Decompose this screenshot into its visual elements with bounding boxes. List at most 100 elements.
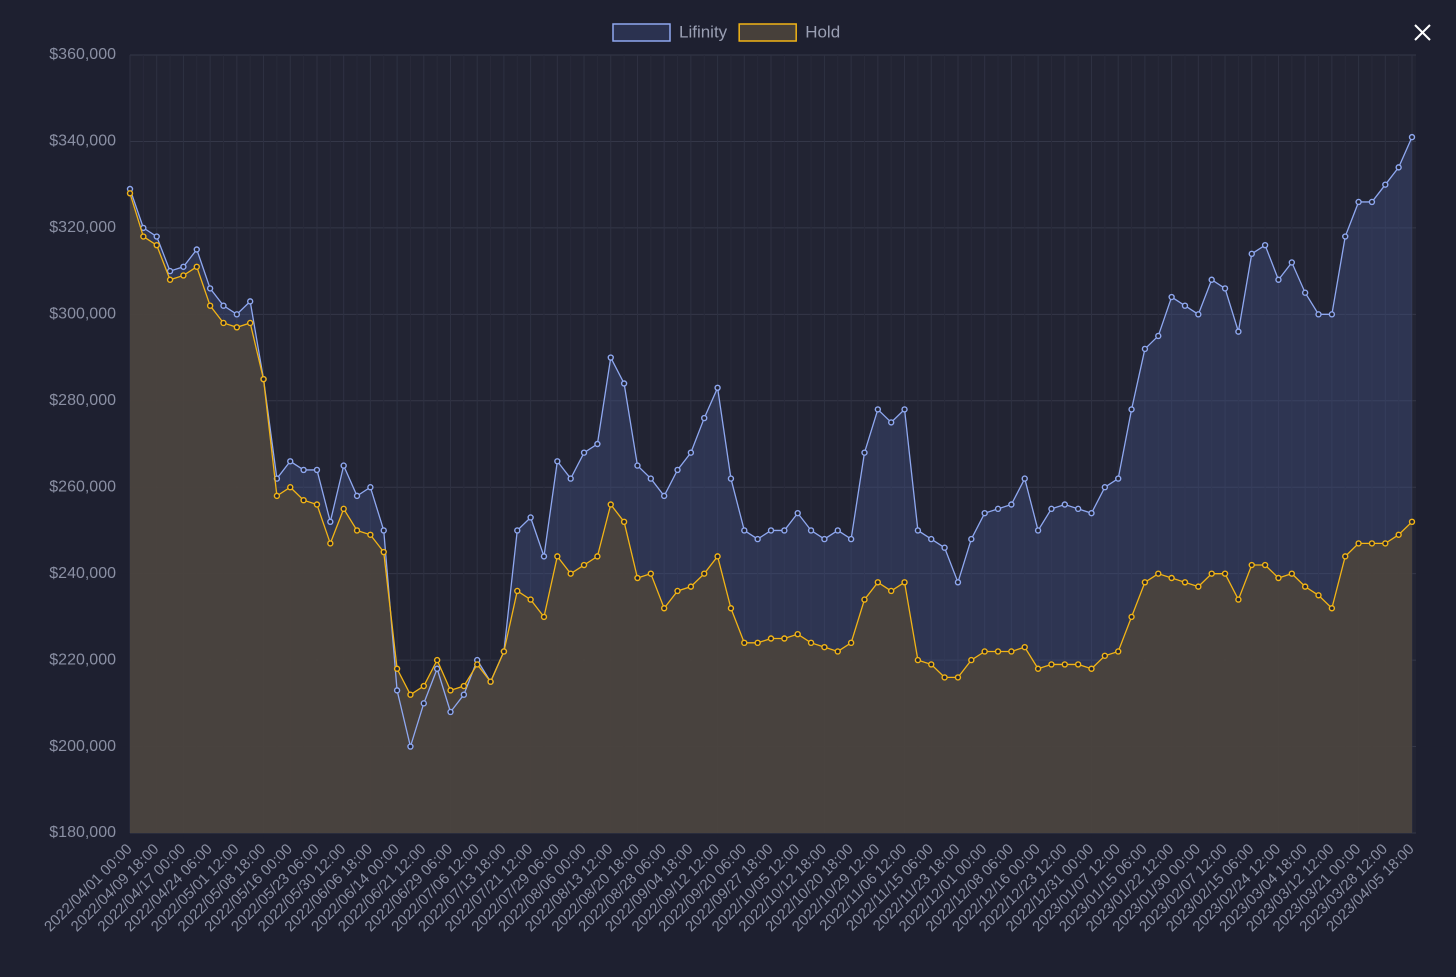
point <box>607 501 614 508</box>
point <box>340 505 347 513</box>
point <box>1141 345 1149 353</box>
point <box>1195 583 1202 590</box>
point <box>393 665 401 672</box>
point <box>887 419 895 426</box>
point <box>834 527 841 534</box>
point <box>874 579 882 586</box>
point <box>567 570 574 577</box>
point <box>634 462 641 469</box>
point <box>1368 540 1376 547</box>
point <box>233 324 241 331</box>
point <box>1208 276 1215 283</box>
area <box>130 193 1412 834</box>
point <box>487 678 494 685</box>
point <box>701 570 708 577</box>
point <box>1034 527 1042 534</box>
point <box>1048 505 1055 513</box>
point <box>353 527 361 534</box>
point <box>1048 661 1055 668</box>
point <box>527 596 534 603</box>
close-button[interactable] <box>1414 24 1431 41</box>
point <box>714 553 721 560</box>
point <box>287 484 294 491</box>
area <box>130 137 1412 834</box>
point <box>420 700 427 707</box>
y-tick-label: $220,000 <box>49 651 116 668</box>
y-tick-label: $260,000 <box>49 478 116 495</box>
point <box>407 743 414 750</box>
point <box>647 475 655 482</box>
point <box>1061 501 1068 508</box>
point <box>1021 475 1028 482</box>
point <box>474 661 481 668</box>
point <box>514 587 521 595</box>
point <box>246 298 254 305</box>
point <box>874 406 882 413</box>
point <box>1328 605 1336 612</box>
point <box>327 518 334 525</box>
point <box>741 527 748 534</box>
point <box>781 635 788 642</box>
point <box>340 462 347 469</box>
point <box>180 263 187 270</box>
point <box>1235 596 1242 603</box>
point <box>193 263 200 270</box>
point <box>994 648 1002 655</box>
point <box>447 687 454 694</box>
y-tick-label: $180,000 <box>49 824 116 841</box>
point <box>460 682 468 690</box>
point <box>1034 665 1042 672</box>
y-tick-label: $300,000 <box>49 306 116 323</box>
point <box>741 639 748 647</box>
point <box>1088 665 1095 672</box>
point <box>380 527 387 534</box>
point <box>647 570 655 577</box>
point <box>1168 293 1175 301</box>
point <box>1141 579 1149 586</box>
point <box>807 527 815 534</box>
point <box>1181 302 1189 309</box>
point <box>367 531 374 538</box>
point <box>994 505 1002 513</box>
point <box>1208 570 1215 577</box>
point <box>206 285 214 292</box>
point <box>914 527 922 534</box>
point <box>834 648 841 655</box>
point <box>594 440 601 448</box>
point <box>634 574 641 582</box>
point <box>1088 509 1095 517</box>
legend: Lifinity Hold <box>612 22 840 42</box>
point <box>1074 661 1082 668</box>
point <box>166 276 174 283</box>
point <box>1342 553 1349 560</box>
point <box>380 548 387 556</box>
point <box>1195 311 1202 318</box>
point <box>327 540 334 547</box>
point <box>580 561 588 569</box>
point <box>313 501 321 508</box>
close-icon <box>1414 24 1431 41</box>
point <box>500 648 508 655</box>
point <box>847 639 855 647</box>
point <box>1408 518 1416 525</box>
point <box>514 527 521 534</box>
point <box>901 579 908 586</box>
point <box>580 449 588 456</box>
point <box>1288 259 1296 266</box>
point <box>727 475 735 482</box>
point <box>220 302 227 309</box>
y-tick-label: $200,000 <box>49 738 116 755</box>
point <box>607 354 614 361</box>
point <box>847 535 855 543</box>
point <box>594 553 601 560</box>
point <box>674 466 681 474</box>
point <box>233 311 241 318</box>
point <box>981 648 988 655</box>
point <box>1368 198 1376 206</box>
point <box>1128 406 1135 413</box>
point <box>687 583 695 590</box>
point <box>660 605 668 612</box>
point <box>447 708 454 716</box>
point <box>540 553 548 560</box>
point <box>1168 574 1175 582</box>
